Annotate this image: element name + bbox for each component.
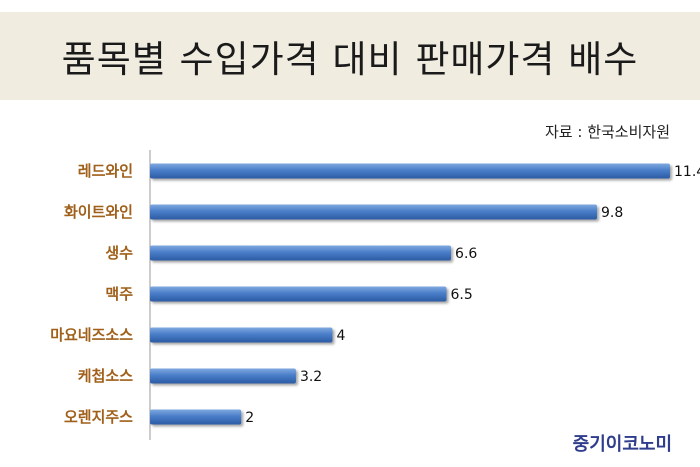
bar-5: [150, 368, 296, 384]
brand-logo: 중기이코노미: [572, 434, 672, 455]
chart-title: 품목별 수입가격 대비 판매가격 배수: [61, 38, 639, 81]
value-label-0: 11.4: [674, 164, 700, 180]
value-label-1: 9.8: [601, 205, 623, 221]
value-label-3: 6.5: [450, 287, 472, 303]
category-label-6: 오렌지주스: [64, 408, 133, 426]
value-label-2: 6.6: [455, 246, 477, 262]
category-label-1: 화이트와인: [64, 203, 133, 221]
bar-3: [150, 286, 447, 302]
value-label-5: 3.2: [300, 369, 322, 385]
bar-1: [150, 204, 598, 220]
category-label-0: 레드와인: [78, 162, 133, 180]
title-banner: 품목별 수입가격 대비 판매가격 배수: [0, 12, 700, 100]
category-label-3: 맥주: [105, 285, 133, 303]
category-label-5: 케첩소스: [78, 367, 133, 385]
bar-6: [150, 409, 242, 425]
bar-4: [150, 327, 333, 343]
bar-0: [150, 163, 670, 179]
source-note: 자료 : 한국소비자원: [545, 123, 670, 141]
bar-2: [150, 245, 452, 261]
value-label-4: 4: [336, 328, 345, 344]
category-label-4: 마요네즈소스: [50, 326, 133, 344]
category-label-2: 생수: [105, 244, 133, 262]
value-label-6: 2: [245, 410, 254, 426]
